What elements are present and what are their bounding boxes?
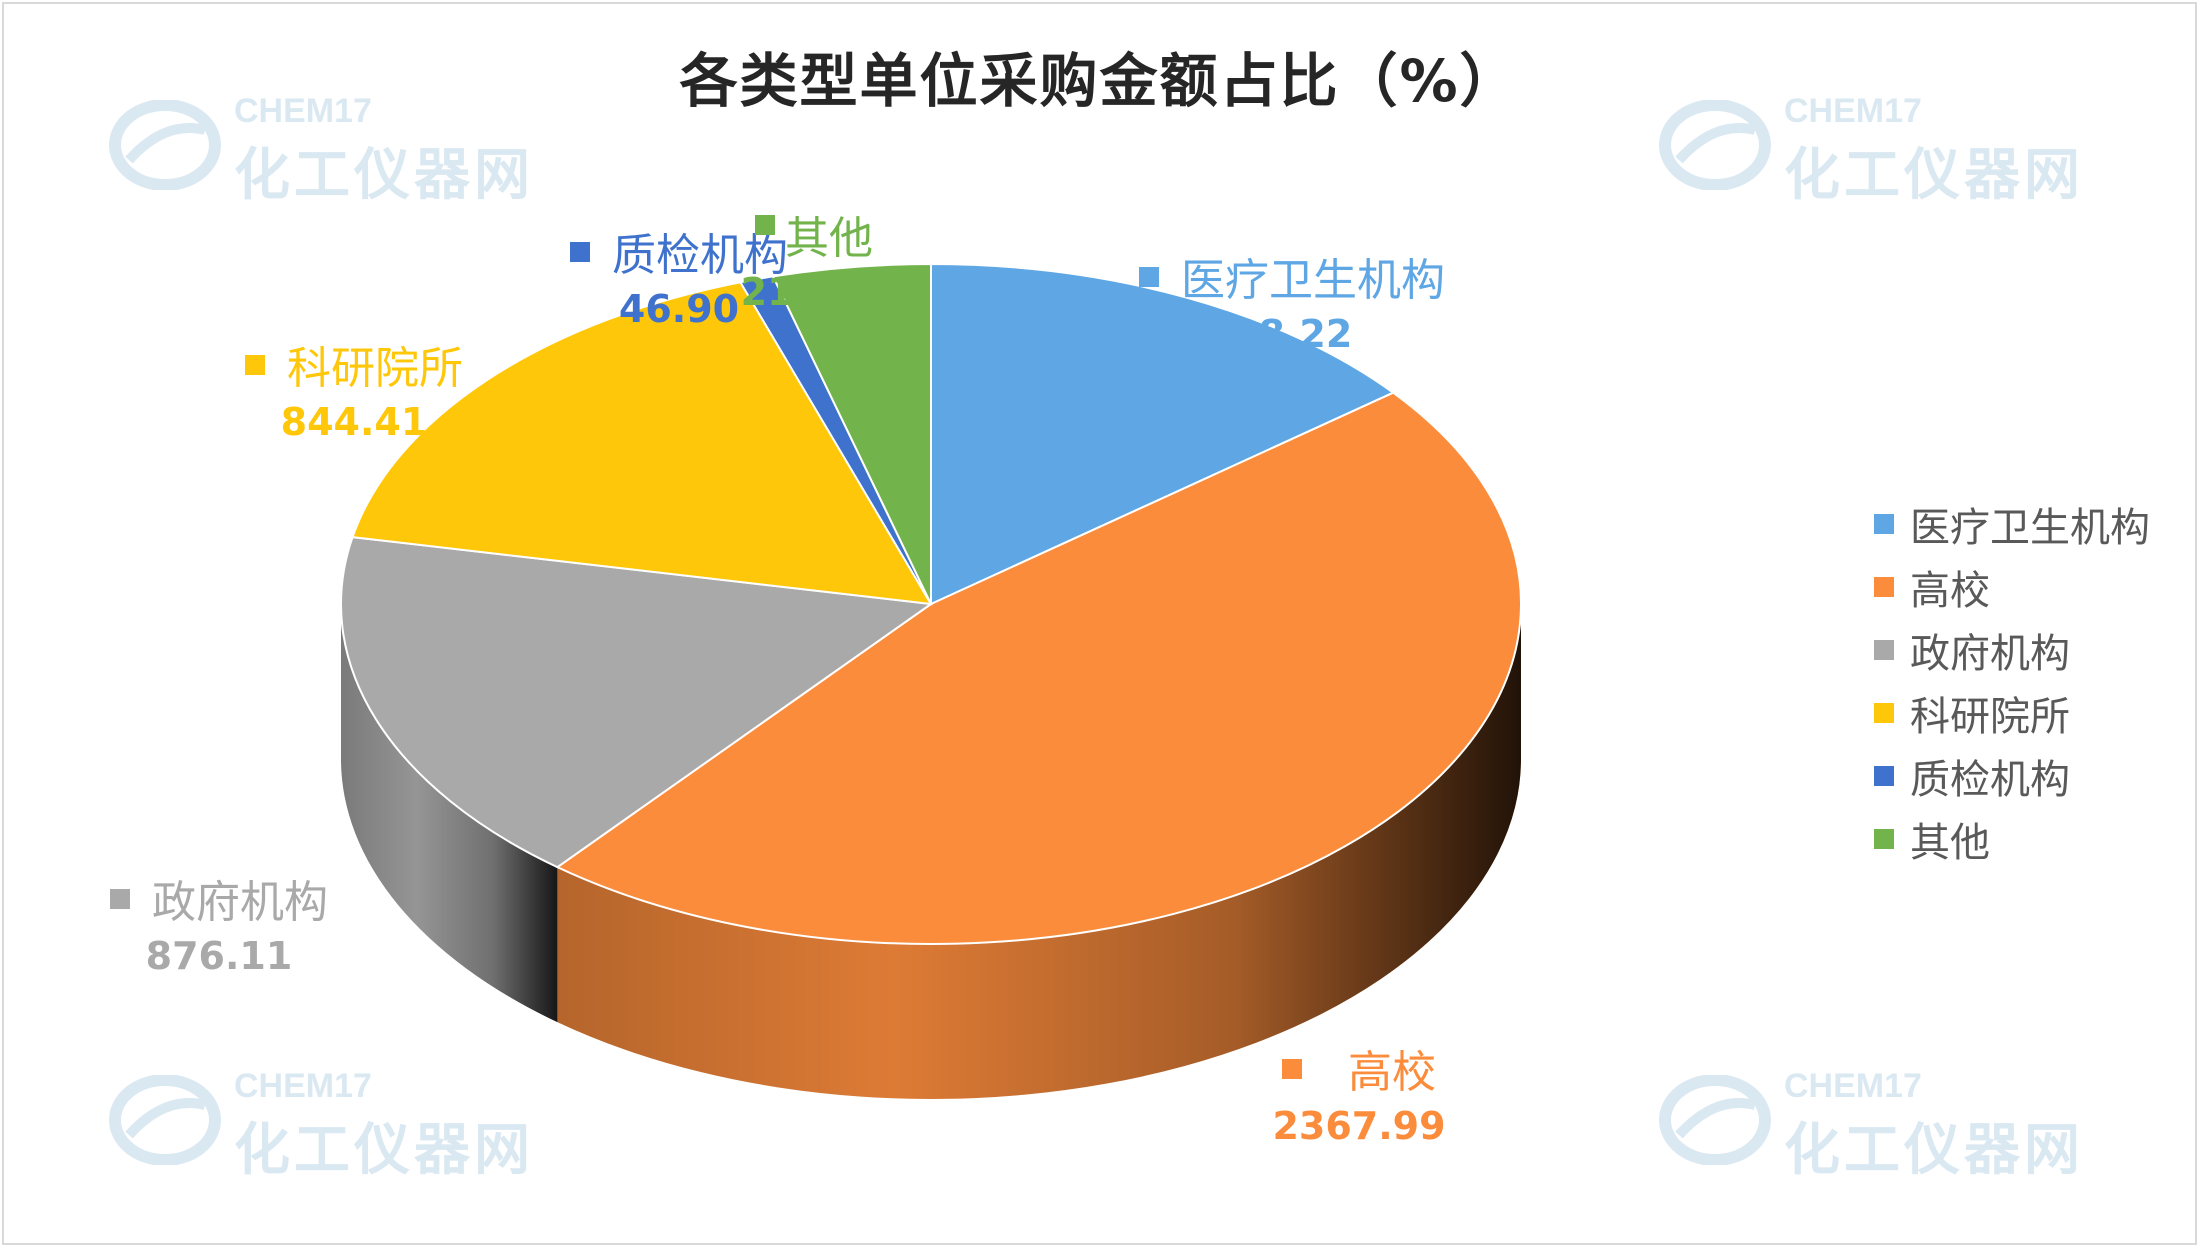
pie-tops [340,262,1522,945]
legend-item-university: 高校 [1874,555,2150,618]
legend-label: 医疗卫生机构 [1910,504,2150,551]
legend-label: 科研院所 [1910,693,2070,740]
legend-swatch [1874,639,1894,660]
data-label-value: 728.22 [1205,312,1353,356]
legend-item-research: 科研院所 [1874,681,2150,744]
data-label-research: 科研院所 844.41 [234,332,474,444]
data-label-name: 政府机构 [152,877,328,928]
legend-item-medical: 医疗卫生机构 [1874,492,2150,555]
data-label-value: 844.41 [280,400,428,444]
data-label-university: 高校 2367.99 [1259,1036,1459,1148]
data-label-key [755,215,775,235]
data-label-name: 医疗卫生机构 [1181,255,1445,306]
legend-label: 高校 [1910,567,1990,614]
pie-slice-other [771,262,932,605]
data-label-key [1282,1059,1302,1079]
data-label-value: 876.11 [145,934,293,978]
legend-swatch [1874,702,1894,723]
data-label-value: 219.25 [740,270,888,314]
legend-swatch [1874,576,1894,597]
data-label-government: 政府机构 876.11 [99,866,339,978]
legend-item-government: 政府机构 [1874,618,2150,681]
pie-slice-government [340,536,934,869]
data-label-name: 其他 [785,213,873,264]
pie-slice-medical [930,262,1396,606]
pie-side-shade [341,604,558,1023]
legend-item-inspection: 质检机构 [1874,744,2150,807]
legend: 医疗卫生机构 高校 政府机构 科研院所 质检机构 其他 [1874,492,2150,870]
data-label-value: 46.90 [618,287,740,331]
pie-side-shade [557,604,1521,1099]
legend-label: 政府机构 [1910,630,2070,677]
data-label-value: 2367.99 [1272,1104,1446,1148]
data-label-other: 其他 219.25 [734,202,894,314]
pie-chart [340,262,1522,1099]
pie-sides [341,604,1521,1099]
data-label-key [245,355,265,375]
pie-slice-research [351,281,933,606]
data-label-key [110,889,130,909]
data-label-name: 高校 [1348,1047,1436,1098]
legend-label: 其他 [1910,819,1990,866]
legend-swatch [1874,828,1894,849]
data-label-name: 科研院所 [287,343,463,394]
data-label-inspection: 质检机构 46.90 [559,219,799,331]
pie-slice-university [555,391,1522,945]
data-label-key [570,242,590,262]
legend-swatch [1874,513,1894,534]
data-label-name: 质检机构 [612,230,788,281]
legend-swatch [1874,765,1894,786]
data-label-medical: 医疗卫生机构 728.22 [1139,244,1445,356]
legend-label: 质检机构 [1910,756,2070,803]
chart-title: 各类型单位采购金额占比（%） [679,47,1520,115]
legend-item-other: 其他 [1874,807,2150,870]
data-label-key [1139,267,1159,287]
